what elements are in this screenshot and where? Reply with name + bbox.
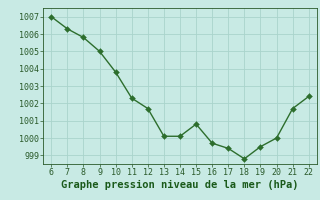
X-axis label: Graphe pression niveau de la mer (hPa): Graphe pression niveau de la mer (hPa) bbox=[61, 180, 299, 190]
